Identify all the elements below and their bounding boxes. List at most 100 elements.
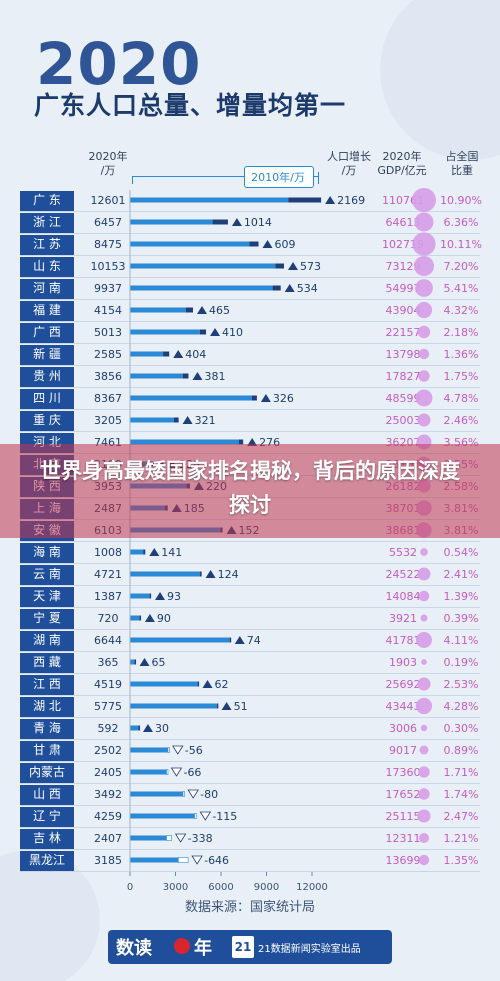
gdp-value: 48599 — [386, 392, 421, 405]
province-label-bg — [20, 411, 74, 431]
gdp-bubble — [420, 548, 428, 556]
gdp-value: 12311 — [386, 832, 421, 845]
growth-value: 62 — [215, 678, 229, 691]
province-label: 西 藏 — [33, 655, 61, 669]
pop2020-value: 1008 — [94, 546, 122, 559]
share-value: 2.41% — [444, 568, 479, 581]
share-value: 2.18% — [444, 326, 479, 339]
arrow-down-icon — [199, 811, 212, 821]
gdp-value: 17652 — [386, 788, 421, 801]
growth-value: 30 — [155, 722, 169, 735]
arrow-down-icon — [174, 833, 187, 843]
bar-growth — [149, 593, 152, 599]
share-value: 1.21% — [444, 832, 479, 845]
gdp-value: 25003 — [386, 414, 421, 427]
bar-growth — [199, 571, 202, 577]
province-label-bg — [20, 301, 74, 321]
column-header-gdp: 2020年 GDP/亿元 — [377, 150, 427, 177]
province-label: 福 建 — [33, 302, 61, 317]
arrow-up-icon — [231, 218, 242, 226]
gdp-bubble — [417, 325, 431, 339]
growth-value: 465 — [209, 304, 230, 317]
gdp-bubble — [419, 745, 429, 755]
gdp-bubble — [412, 188, 436, 212]
province-label-bg — [20, 191, 74, 211]
legend-label-2010: 2010年/万 — [251, 171, 305, 184]
footer-number-badge: 21 — [232, 936, 254, 958]
share-value: 0.89% — [444, 744, 479, 757]
gdp-value: 43443 — [386, 700, 421, 713]
bar-growth — [229, 637, 232, 643]
bar-2010 — [130, 417, 174, 423]
share-value: 0.19% — [444, 656, 479, 669]
province-label-bg — [20, 719, 74, 739]
arrow-up-icon — [205, 570, 216, 578]
arrow-up-icon — [144, 614, 155, 622]
bar-growth — [163, 351, 170, 357]
province-label-bg — [20, 675, 74, 695]
bar-growth — [138, 725, 141, 731]
arrow-up-icon — [182, 416, 193, 424]
province-label: 辽 宁 — [33, 808, 61, 823]
province-label-bg — [20, 323, 74, 343]
share-value: 5.41% — [444, 282, 479, 295]
province-label: 山 西 — [33, 787, 61, 801]
share-value: 7.20% — [444, 260, 479, 273]
legend-tick-right — [318, 172, 319, 184]
gdp-bubble — [415, 697, 433, 715]
pop2020-value: 9937 — [94, 282, 122, 295]
province-label: 四 川 — [33, 391, 61, 405]
growth-value: 141 — [161, 546, 182, 559]
growth-value: -80 — [200, 788, 218, 801]
pop2020-value: 2407 — [94, 832, 122, 845]
pop2020-value: 4154 — [94, 304, 122, 317]
province-label: 浙 江 — [33, 215, 61, 229]
province-label: 河 南 — [33, 280, 61, 295]
province-label-bg — [20, 763, 74, 783]
share-value: 10.11% — [440, 238, 482, 251]
gdp-bubble — [418, 766, 430, 778]
bar-2010 — [130, 593, 150, 599]
pop2020-value: 4721 — [94, 568, 122, 581]
arrow-up-icon — [210, 328, 221, 336]
growth-value: 404 — [185, 348, 206, 361]
pop2020-value: 5013 — [94, 326, 122, 339]
pop2020-value: 365 — [98, 656, 119, 669]
pop2020-value: 1387 — [94, 590, 122, 603]
province-label-bg — [20, 829, 74, 849]
arrow-down-icon — [170, 767, 183, 777]
page-title: 广东人口总量、增量均第一 — [34, 91, 347, 120]
province-label-bg — [20, 235, 74, 255]
share-value: 1.74% — [444, 788, 479, 801]
province-label-bg — [20, 741, 74, 761]
bar-growth — [212, 219, 228, 225]
pop2020-value: 8367 — [94, 392, 122, 405]
share-value: 6.36% — [444, 216, 479, 229]
gdp-bubble — [418, 788, 430, 800]
bar-2010 — [130, 197, 289, 203]
province-label: 湖 南 — [33, 632, 61, 647]
gdp-bubble — [415, 301, 433, 319]
bar-2010 — [130, 307, 186, 313]
bar-decline — [178, 857, 189, 863]
bar-2010 — [130, 835, 167, 841]
growth-value: -338 — [188, 832, 213, 845]
bar-2010 — [130, 439, 239, 445]
arrow-up-icon — [197, 306, 208, 314]
province-label-bg — [20, 279, 74, 299]
gdp-bubble — [413, 255, 435, 277]
growth-value: -66 — [183, 766, 201, 779]
growth-value: 321 — [195, 414, 216, 427]
pop2020-value: 12601 — [91, 194, 126, 207]
bar-2010 — [130, 659, 135, 665]
bar-2010 — [130, 703, 217, 709]
gdp-bubble — [417, 677, 431, 691]
arrow-up-icon — [139, 658, 150, 666]
arrow-down-icon — [191, 855, 203, 865]
x-tick-label: 3000 — [163, 882, 188, 893]
gdp-value: 1903 — [389, 656, 417, 669]
province-label: 江 苏 — [33, 237, 61, 251]
province-label: 江 西 — [33, 677, 61, 691]
province-label: 广 西 — [33, 325, 61, 339]
bar-growth — [216, 703, 219, 709]
